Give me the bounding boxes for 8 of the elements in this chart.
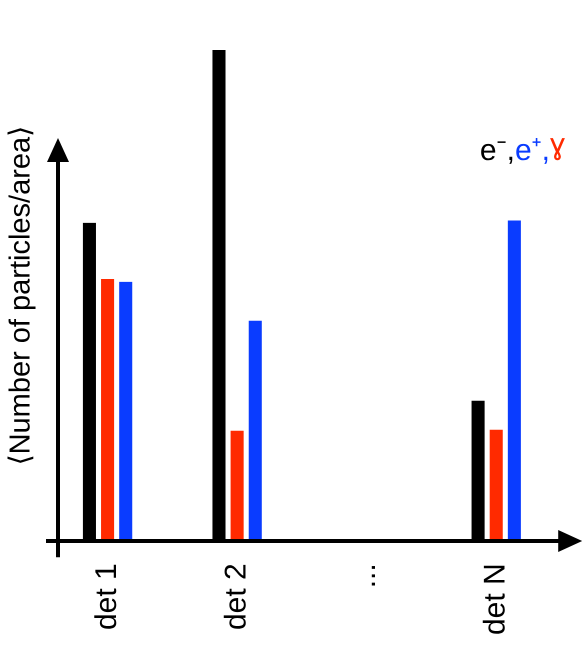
text: ɣ: [550, 128, 565, 163]
x-tick-label: det 2: [219, 563, 252, 630]
series-label: e⁺,: [514, 133, 550, 169]
text: e⁻,: [480, 133, 515, 169]
x-tick-label: det 1: [90, 563, 123, 630]
x-tick-label: ...: [348, 563, 382, 588]
x-tick-label: det N: [478, 563, 512, 636]
y-axis-title: ⟨Number of particles/area⟩: [4, 126, 36, 466]
